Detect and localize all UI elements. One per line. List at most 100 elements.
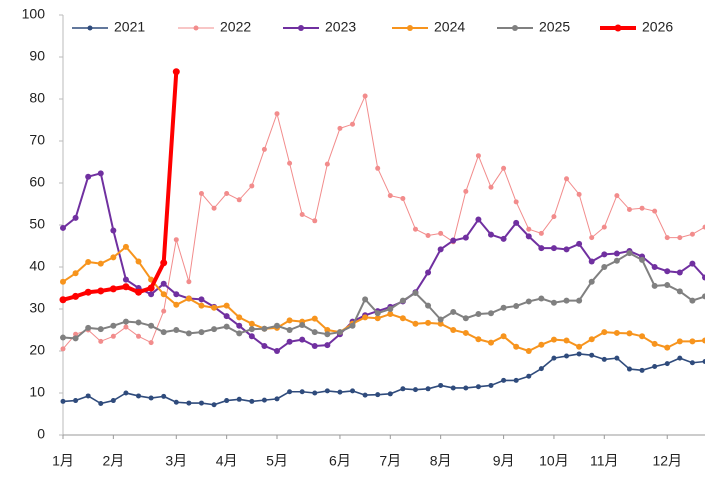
data-point (60, 224, 66, 231)
data-point (160, 329, 167, 336)
data-point (286, 338, 293, 345)
data-point (651, 264, 658, 270)
legend-label: 2026 (642, 19, 673, 35)
data-point (98, 338, 104, 344)
data-point (287, 160, 293, 166)
data-point (639, 333, 646, 340)
data-point (526, 373, 532, 379)
data-point (538, 295, 545, 302)
data-point (249, 183, 255, 189)
data-point (73, 398, 79, 404)
data-point (676, 269, 683, 276)
data-point (350, 121, 356, 127)
data-point (374, 310, 381, 317)
data-point (664, 344, 671, 351)
data-point (488, 184, 494, 190)
data-point (72, 214, 79, 221)
data-point (500, 333, 507, 340)
data-point (614, 355, 620, 361)
data-point (173, 291, 180, 298)
data-point (399, 315, 406, 322)
data-point (261, 397, 267, 403)
data-point (689, 260, 696, 267)
data-point (173, 301, 180, 308)
data-point (563, 297, 570, 304)
data-point (198, 400, 204, 406)
data-point (576, 343, 583, 350)
legend-marker (87, 25, 93, 31)
data-point (702, 274, 705, 281)
data-point (589, 352, 595, 358)
data-point (211, 304, 218, 311)
data-point (400, 386, 406, 392)
data-point (412, 290, 419, 297)
data-point (576, 297, 583, 304)
data-point (324, 327, 331, 333)
data-point (488, 382, 494, 388)
data-point (236, 314, 243, 321)
data-point (299, 389, 305, 395)
data-point (589, 235, 595, 241)
data-point (676, 338, 683, 345)
data-point (223, 323, 230, 330)
data-point (425, 319, 432, 326)
data-point (185, 330, 192, 337)
data-point (664, 268, 671, 275)
data-point (97, 326, 104, 333)
data-point (613, 329, 620, 336)
data-point (525, 348, 532, 354)
data-point (161, 393, 167, 399)
data-point (374, 315, 381, 322)
data-point (147, 284, 155, 292)
data-point (513, 343, 520, 350)
data-point (97, 260, 104, 267)
data-point (60, 334, 66, 341)
data-point (538, 230, 544, 236)
data-point (160, 259, 168, 267)
data-point (161, 308, 167, 314)
data-point (135, 319, 142, 326)
series-line (62, 95, 705, 350)
data-point (614, 193, 620, 199)
data-point (702, 293, 705, 300)
y-tick-label: 30 (29, 300, 45, 316)
data-point (223, 313, 230, 320)
data-point (488, 339, 494, 346)
data-point (311, 315, 318, 322)
data-point (576, 191, 582, 197)
data-point (299, 321, 306, 328)
data-point (324, 388, 330, 394)
data-point (136, 333, 142, 339)
data-point (349, 322, 356, 329)
data-point (387, 311, 394, 318)
data-point (72, 292, 80, 300)
data-point (462, 329, 469, 336)
data-point (362, 93, 368, 99)
legend-label: 2023 (325, 19, 356, 35)
data-point (274, 322, 280, 329)
data-point (311, 329, 318, 336)
data-point (651, 282, 658, 289)
data-point (148, 322, 155, 329)
data-point (576, 240, 583, 247)
data-point (626, 206, 632, 212)
data-point (513, 377, 519, 383)
data-point (626, 330, 633, 337)
x-tick-label: 6月 (329, 453, 351, 469)
data-point (110, 322, 117, 329)
data-point (475, 336, 482, 343)
data-point (311, 342, 318, 349)
data-point (412, 387, 418, 393)
data-point (387, 306, 394, 312)
data-point (550, 336, 557, 343)
data-point (613, 250, 620, 257)
legend-marker (614, 24, 622, 32)
data-point (312, 218, 318, 224)
data-point (412, 226, 418, 232)
data-point (110, 333, 116, 339)
data-point (513, 303, 520, 310)
data-point (312, 390, 318, 396)
data-point (85, 258, 92, 265)
data-point (538, 366, 544, 372)
data-point (601, 251, 608, 258)
